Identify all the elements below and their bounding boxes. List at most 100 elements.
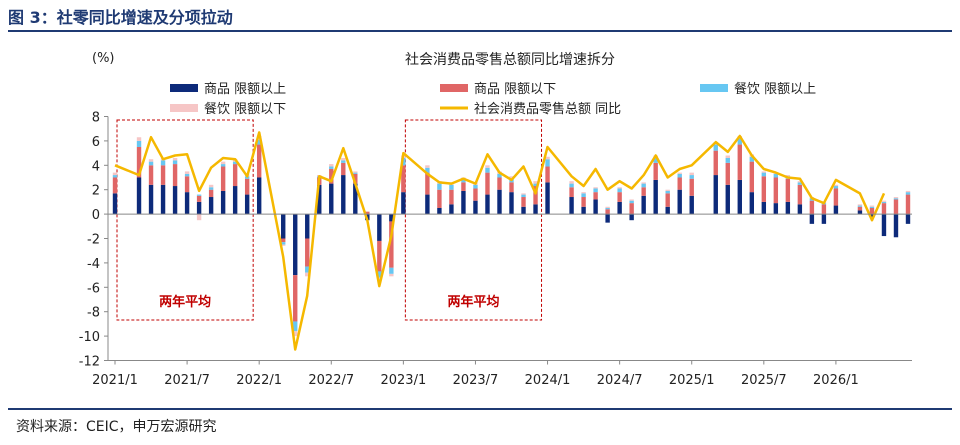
x-tick-label: 2025/1	[669, 373, 715, 388]
bar-segment	[184, 171, 190, 174]
bar-segment	[533, 183, 538, 187]
y-tick-label: 0	[92, 208, 100, 223]
bar-segment	[893, 198, 899, 200]
y-tick-label: 8	[92, 111, 100, 126]
bar-segment	[497, 189, 502, 215]
bar-segment	[293, 331, 298, 337]
bar-segment	[220, 164, 226, 167]
bar-segment	[833, 188, 839, 206]
bar-segment	[461, 190, 466, 215]
bar-segment	[773, 173, 779, 178]
bar-segment	[725, 162, 730, 185]
bar-segment	[461, 178, 466, 183]
bar-segment	[148, 159, 154, 162]
bar-segment	[437, 183, 442, 190]
bar-segment	[593, 192, 598, 200]
bar-segment	[353, 173, 358, 184]
x-tick-label: 2021/1	[92, 373, 138, 388]
bar-segment	[485, 194, 490, 215]
bar-segment	[689, 172, 694, 176]
bar-segment	[341, 162, 346, 176]
bar-segment	[329, 166, 334, 169]
y-tick-label: -6	[87, 281, 100, 296]
bar-segment	[389, 273, 394, 277]
y-tick-label: 2	[92, 184, 100, 199]
bar-segment	[629, 214, 634, 221]
bar-segment	[244, 194, 250, 215]
bar-segment	[809, 200, 815, 215]
bar-segment	[545, 156, 550, 160]
legend-swatch	[700, 84, 728, 92]
bar-segment	[641, 182, 646, 184]
annotations: 两年平均 两年平均	[116, 119, 543, 321]
bar-segment	[737, 179, 742, 215]
bar-segment	[881, 214, 887, 237]
legend-label: 商品 限额以下	[474, 82, 556, 97]
bar-segment	[689, 195, 694, 215]
bar-segment	[833, 184, 839, 187]
bar-segment	[785, 175, 791, 177]
bar-segment	[641, 195, 646, 215]
bar-segment	[244, 178, 250, 195]
bar-segment	[725, 184, 730, 215]
title-rule	[8, 30, 952, 32]
bar-segment	[401, 165, 406, 193]
bar-segment	[425, 194, 430, 215]
bar-segment	[208, 197, 214, 215]
bar-segment	[761, 176, 767, 202]
bar-segment	[617, 188, 622, 193]
bar-segment	[797, 181, 803, 183]
bar-segment	[509, 176, 514, 179]
bar-segment	[353, 172, 358, 174]
bar-segment	[437, 208, 442, 215]
bar-segment	[821, 214, 827, 224]
bar-segment	[329, 183, 334, 215]
bar-segment	[581, 197, 586, 207]
bar-segment	[305, 266, 310, 273]
bar-segment	[485, 172, 490, 195]
y-tick-label: -12	[79, 355, 100, 370]
bar-segment	[220, 166, 226, 191]
legend-label: 餐饮 限额以上	[734, 81, 816, 97]
bar-segment	[809, 214, 815, 224]
y-tick-label: 4	[92, 159, 100, 174]
bar-segment	[713, 150, 718, 176]
bar-segment	[281, 238, 286, 243]
bar-segment	[172, 186, 178, 215]
bar-segment	[581, 193, 586, 198]
bar-segment	[521, 193, 526, 195]
bar-segment	[629, 203, 634, 215]
bar-segment	[749, 156, 755, 162]
x-tick-label: 2023/7	[453, 373, 499, 388]
bar-segment	[497, 173, 502, 178]
bar-segment	[281, 214, 286, 239]
x-tick-label: 2025/7	[741, 373, 787, 388]
bar-segment	[569, 181, 574, 184]
bar-segment	[172, 164, 178, 187]
bar-segment	[881, 201, 887, 204]
bar-segment	[713, 175, 718, 215]
bar-segment	[521, 197, 526, 207]
bar-segment	[437, 189, 442, 208]
bar-segment	[569, 187, 574, 198]
bar-segment	[329, 164, 334, 167]
bar-segment	[677, 177, 682, 190]
bar-segment	[461, 182, 466, 191]
bar-segment	[581, 192, 586, 194]
bar-segment	[160, 165, 166, 185]
bar-segment	[869, 214, 875, 218]
bar-segment	[473, 200, 478, 215]
chart: 社会消费品零售总额同比增速拆分 (%) 商品 限额以上 商品 限额以下 餐饮 限额以…	[79, 51, 912, 388]
bar-segment	[665, 206, 670, 215]
bar-segment	[256, 139, 262, 145]
bar-segment	[112, 175, 118, 178]
bar-segment	[365, 211, 370, 215]
bar-segment	[256, 144, 262, 178]
bar-segment	[581, 206, 586, 215]
bar-segment	[377, 214, 382, 241]
bar-segment	[112, 193, 118, 215]
bar-segment	[389, 267, 394, 274]
bar-segment	[605, 206, 610, 208]
bar-segment	[136, 137, 142, 141]
annotation-box	[116, 119, 254, 321]
